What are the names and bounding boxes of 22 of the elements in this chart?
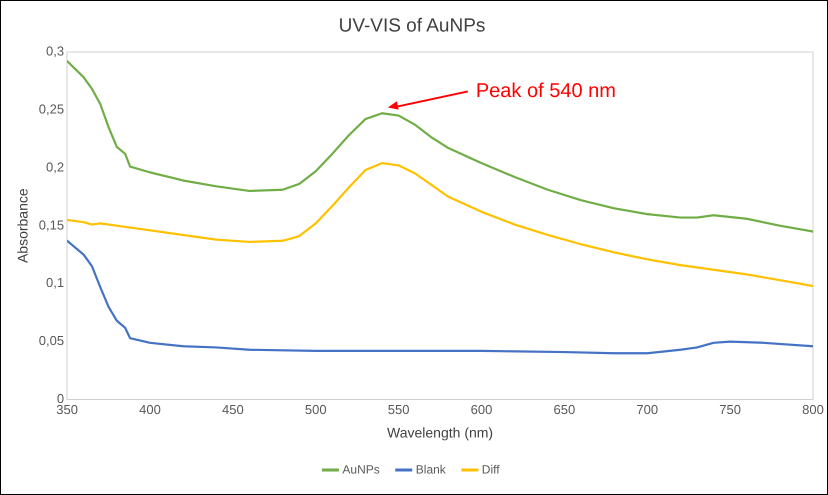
chart-title: UV-VIS of AuNPs [338, 16, 486, 37]
x-tick-label: 700 [636, 402, 658, 417]
y-tick-label: 0,15 [38, 217, 64, 232]
legend-label: Diff [482, 462, 500, 476]
x-tick-label: 650 [554, 402, 576, 417]
x-tick-label: 800 [802, 402, 824, 417]
x-axis-title: Wavelength (nm) [387, 424, 494, 440]
legend-label: AuNPs [342, 462, 380, 476]
x-tick-label: 400 [139, 402, 161, 417]
x-tick-label: 600 [470, 402, 492, 417]
x-tick-label: 500 [304, 402, 327, 417]
annotation: Peak of 540 nm [476, 80, 616, 102]
y-tick-label: 0,3 [46, 43, 64, 58]
y-tick-label: 0,25 [38, 101, 64, 116]
y-tick-label: 0,05 [38, 333, 64, 348]
x-tick-label: 450 [222, 402, 244, 417]
y-tick-label: 0,2 [46, 159, 64, 174]
legend-label: Blank [416, 462, 447, 476]
y-tick-label: 0,1 [46, 275, 64, 290]
x-tick-label: 750 [719, 402, 741, 417]
y-axis-title: Absorbance [14, 188, 30, 264]
x-tick-label: 550 [388, 402, 410, 417]
